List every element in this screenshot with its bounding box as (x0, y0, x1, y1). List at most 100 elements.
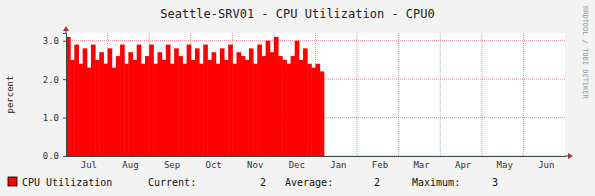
area-bar (120, 45, 125, 156)
area-bar (191, 60, 196, 156)
area-bar (153, 64, 158, 156)
x-tick-label: Oct (205, 160, 221, 170)
area-bar (295, 41, 300, 156)
x-tick-label: Jan (330, 160, 346, 170)
area-bar (170, 64, 175, 156)
area-bar (266, 41, 271, 156)
area-bar (236, 52, 241, 156)
x-tick: Apr (455, 156, 472, 170)
x-tick-label: Jul (81, 160, 97, 170)
area-bar (187, 45, 192, 156)
y-axis-title: percent (5, 76, 15, 114)
x-tick: Jun (538, 156, 554, 170)
stat-value: 3 (492, 177, 498, 188)
x-axis: Jul Aug Sep Oct Nov Dec Jan Feb Mar Apr May Jun (67, 156, 566, 170)
area-bar (311, 68, 316, 156)
x-tick: Feb (372, 156, 388, 170)
area-bar (91, 45, 96, 156)
x-tick-label: Aug (122, 160, 138, 170)
x-tick: Sep (164, 156, 180, 170)
area-bar (299, 60, 304, 156)
y-tick: 2.0 (43, 75, 66, 85)
x-tick-label: Jun (538, 160, 554, 170)
y-tick-mark (63, 79, 66, 80)
y-axis-line (63, 34, 67, 157)
area-bar (224, 60, 229, 156)
legend: CPU Utilization Current: 2 Average: 2 Maximum… (8, 177, 498, 188)
legend-swatch (8, 177, 17, 186)
area-bar (195, 48, 200, 156)
x-tick-label: Sep (164, 160, 180, 170)
x-tick: May (497, 156, 514, 170)
area-bar (216, 64, 221, 156)
y-tick-label: 3.0 (43, 36, 59, 46)
area-bar (274, 37, 279, 156)
area-bar (291, 56, 296, 156)
area-bar (166, 45, 171, 156)
x-tick-label: Nov (247, 160, 263, 170)
area-bar (286, 64, 291, 156)
area-bar (282, 60, 287, 156)
legend-label: CPU Utilization (22, 177, 112, 188)
grid (66, 33, 565, 156)
stat-value: 2 (374, 177, 380, 188)
x-tick: Mar (413, 156, 430, 170)
month-separator (440, 33, 441, 156)
stat-label: Maximum: (412, 177, 460, 188)
area-bar (145, 56, 150, 156)
area-bar (178, 56, 183, 156)
area-bar (203, 45, 208, 156)
area-bar (245, 60, 250, 156)
area-bar (95, 60, 100, 156)
area-bar (103, 64, 108, 156)
x-tick: Oct (205, 156, 221, 170)
area-bar (133, 60, 138, 156)
x-tick: Jan (330, 156, 346, 170)
area-bar (74, 45, 79, 156)
y-tick-mark (63, 156, 66, 157)
area-bar (137, 45, 142, 156)
marks (66, 37, 324, 156)
background (0, 0, 595, 196)
x-tick-label: Dec (289, 160, 305, 170)
x-tick: Jul (81, 156, 97, 170)
x-tick: Dec (289, 156, 305, 170)
area-bar (249, 48, 254, 156)
area-bar (116, 56, 121, 156)
area-bar (261, 56, 266, 156)
area-bar (241, 56, 246, 156)
plot-background (66, 33, 565, 156)
area-bar (83, 48, 88, 156)
area-bar (70, 60, 75, 156)
area-bar (157, 52, 162, 156)
stat-label: Average: (285, 177, 333, 188)
month-separator (398, 33, 399, 156)
y-tick: 3.0 (43, 36, 66, 46)
area-bar (108, 48, 113, 156)
area-bar (253, 64, 258, 156)
area-bar (316, 64, 321, 156)
stat-label: Current: (148, 177, 196, 188)
area-bar (320, 71, 325, 156)
area-bar (182, 64, 187, 156)
area-bar (278, 56, 283, 156)
area-bar (141, 64, 146, 156)
area-bar (78, 64, 83, 156)
area-bar (199, 64, 204, 156)
area-bar (228, 45, 233, 156)
x-arrow (568, 153, 573, 159)
area-bar (307, 64, 312, 156)
stat-value: 2 (260, 177, 266, 188)
x-tick-label: Mar (413, 160, 430, 170)
area-bar (112, 68, 117, 156)
area-bar (232, 64, 237, 156)
area-bar (124, 64, 129, 156)
x-tick-label: Feb (372, 160, 388, 170)
area-bar (162, 60, 167, 156)
area-bar (99, 52, 104, 156)
x-tick-label: May (497, 160, 514, 170)
y-tick-label: 1.0 (43, 113, 59, 123)
y-arrow (63, 26, 69, 31)
area-bar (270, 52, 275, 156)
area-bar (128, 52, 133, 156)
